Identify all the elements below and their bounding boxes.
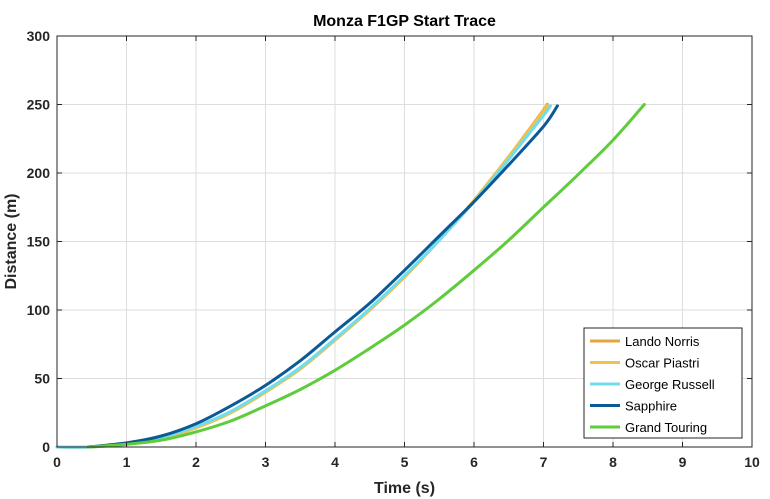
chart-title: Monza F1GP Start Trace	[313, 13, 496, 30]
y-tick-label: 200	[27, 165, 51, 181]
series-line-grand-touring	[86, 103, 646, 449]
x-tick-label: 9	[679, 454, 687, 470]
y-tick-label: 150	[27, 234, 51, 250]
y-tick-label: 250	[27, 97, 51, 113]
x-tick-label: 2	[192, 454, 200, 470]
x-tick-label: 6	[470, 454, 478, 470]
legend-label: George Russell	[625, 377, 715, 392]
y-tick-label: 300	[27, 28, 51, 44]
x-tick-label: 0	[53, 454, 61, 470]
legend: Lando Norris Oscar Piastri George Russell S…	[583, 327, 743, 439]
x-tick-label: 5	[401, 454, 409, 470]
x-axis-title: Time (s)	[374, 480, 435, 497]
legend-label: Lando Norris	[625, 334, 700, 349]
y-tick-label: 0	[42, 439, 50, 455]
x-tick-label: 7	[540, 454, 548, 470]
legend-label: Sapphire	[625, 399, 677, 414]
series-lines	[55, 102, 646, 449]
y-axis-title: Distance (m)	[3, 193, 20, 289]
x-tick-label: 8	[609, 454, 617, 470]
legend-label: Oscar Piastri	[625, 356, 700, 371]
x-tick-label: 3	[262, 454, 270, 470]
y-tick-label: 50	[34, 371, 50, 387]
y-tick-label: 100	[27, 302, 51, 318]
series-line-sapphire	[86, 104, 559, 449]
x-tick-label: 4	[331, 454, 339, 470]
x-tick-label: 1	[123, 454, 131, 470]
x-tick-label: 10	[744, 454, 760, 470]
legend-label: Grand Touring	[625, 420, 707, 435]
